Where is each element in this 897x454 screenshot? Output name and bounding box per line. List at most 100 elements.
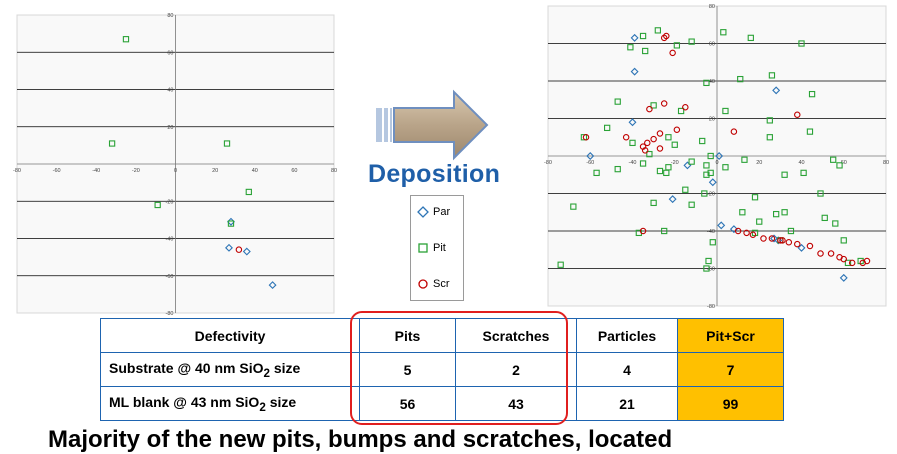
- pit-point: [722, 107, 729, 115]
- x-tick-label: -60: [53, 168, 61, 174]
- par-point: [630, 33, 639, 42]
- scr-point: [749, 231, 757, 239]
- pit-point: [737, 75, 744, 83]
- legend-label-pit: Pit: [433, 242, 446, 254]
- scr-point: [641, 147, 649, 154]
- pit-point: [806, 128, 814, 135]
- pit-point: [245, 188, 252, 196]
- pit-point: [703, 79, 710, 87]
- pit-point: [703, 162, 710, 169]
- pit-point: [722, 164, 729, 171]
- pit-point: [703, 265, 710, 272]
- header-pit-scr: Pit+Scr: [677, 318, 784, 353]
- par-point: [772, 86, 781, 95]
- pit-point: [756, 218, 763, 225]
- legend-item-scr: Scr: [417, 276, 450, 292]
- pit-point: [642, 47, 649, 55]
- y-tick-label: -40: [166, 237, 174, 243]
- scr-point: [646, 105, 653, 113]
- cell-scratches: 2: [455, 352, 577, 387]
- legend-label-scr: Scr: [433, 278, 450, 290]
- pit-point: [773, 210, 780, 218]
- pit-point: [654, 27, 661, 34]
- pit-point: [650, 102, 657, 109]
- pit-point: [705, 257, 712, 265]
- y-tick-label: 20: [709, 117, 715, 123]
- pit-point: [817, 190, 824, 197]
- y-tick-label: -80: [166, 311, 174, 317]
- scr-point: [734, 227, 742, 235]
- y-tick-label: -40: [707, 229, 715, 235]
- x-tick-label: 0: [174, 168, 177, 174]
- par-point: [630, 67, 639, 76]
- scr-point: [730, 128, 738, 135]
- pit-point: [122, 36, 130, 43]
- y-tick-label: -20: [707, 192, 715, 198]
- par-point: [225, 243, 233, 252]
- cell-pits: 56: [359, 386, 456, 421]
- pit-point: [688, 201, 695, 208]
- cell-pit-scr: 99: [677, 386, 784, 421]
- x-tick-label: 40: [798, 160, 804, 166]
- scr-point: [768, 235, 776, 242]
- par-point: [797, 243, 806, 252]
- par-point: [717, 221, 726, 230]
- scr-point: [840, 255, 847, 263]
- y-tick-label: 40: [709, 79, 715, 85]
- par-point: [715, 152, 724, 160]
- header-pits: Pits: [359, 318, 456, 353]
- pit-point: [739, 209, 746, 216]
- scr-point: [235, 246, 243, 253]
- x-tick-label: 80: [331, 168, 337, 174]
- scr-point: [863, 257, 871, 265]
- scr-point: [785, 239, 793, 246]
- pit-point: [787, 227, 795, 235]
- scr-point: [760, 235, 767, 242]
- pit-point: [627, 44, 634, 51]
- scr-point: [682, 104, 689, 111]
- par-point: [586, 152, 595, 160]
- pit-point: [593, 169, 600, 177]
- pit-point: [223, 140, 231, 147]
- y-tick-label: -60: [166, 274, 174, 280]
- pit-point: [671, 141, 678, 148]
- cell-pit-scr: 7: [677, 352, 784, 387]
- legend-item-pit: Pit: [417, 240, 446, 256]
- legend-item-par: Par: [417, 204, 450, 220]
- pit-point: [701, 190, 708, 197]
- scr-point: [777, 237, 784, 244]
- defectivity-table: Defectivity Pits Scratches Particles Pit…: [100, 318, 784, 421]
- pit-point: [720, 29, 727, 36]
- pit-point: [665, 164, 672, 171]
- circle-marker-icon: [418, 279, 428, 289]
- par-point: [839, 273, 848, 282]
- pit-point: [808, 90, 816, 98]
- pit-point: [108, 140, 116, 147]
- pit-point: [830, 156, 837, 163]
- pit-point: [614, 98, 621, 105]
- scr-point: [817, 250, 824, 257]
- pit-point: [673, 42, 681, 49]
- y-tick-label: -60: [707, 267, 715, 273]
- x-tick-label: 60: [291, 168, 297, 174]
- par-point: [770, 234, 779, 243]
- pit-point: [707, 169, 714, 177]
- par-point: [628, 118, 637, 127]
- par-point: [708, 178, 717, 187]
- scr-point: [848, 259, 856, 267]
- y-tick-label: 40: [167, 88, 173, 94]
- header-defectivity: Defectivity: [100, 318, 360, 353]
- y-tick-label: -80: [707, 304, 715, 310]
- pit-point: [639, 160, 647, 167]
- x-tick-label: 0: [715, 160, 718, 166]
- pit-point: [836, 162, 843, 169]
- y-tick-label: 60: [709, 42, 715, 48]
- pit-point: [629, 139, 636, 147]
- footer-caption: Majority of the new pits, bumps and scra…: [48, 426, 673, 453]
- scr-point: [660, 100, 668, 107]
- x-tick-label: -80: [13, 168, 21, 174]
- x-tick-label: 60: [841, 160, 847, 166]
- x-tick-label: 20: [756, 160, 762, 166]
- pit-point: [798, 40, 805, 47]
- par-point: [242, 247, 251, 256]
